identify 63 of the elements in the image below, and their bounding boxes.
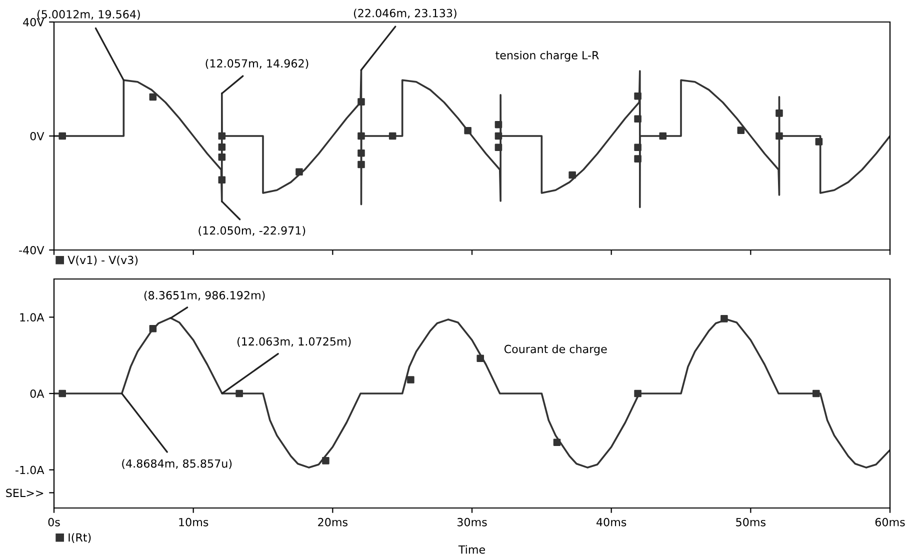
annotation: (12.063m, 1.0725m) [237, 337, 351, 347]
point [634, 390, 642, 398]
y-tick-label: 1.0A [20, 313, 44, 322]
point [776, 132, 783, 140]
point [218, 153, 226, 161]
line-series [54, 69, 890, 208]
point [358, 149, 365, 157]
y-tick-label: 0V [30, 132, 44, 140]
y-tick-label: 0A [30, 389, 44, 398]
point [149, 93, 157, 101]
point [776, 110, 783, 117]
y-tick-label: -1.0A [16, 466, 44, 474]
point [358, 160, 365, 168]
annotation: (12.057m, 14.962) [206, 58, 308, 69]
point [720, 315, 728, 322]
point [218, 132, 226, 140]
point [358, 132, 365, 140]
point [388, 132, 396, 140]
point [737, 126, 745, 134]
point [812, 390, 820, 398]
x-tick-label: 40ms [596, 518, 626, 526]
point [494, 144, 502, 152]
y-tick-label: -40V [19, 246, 44, 254]
x-tick-label: 10ms [179, 518, 208, 526]
x-tick-label: 30ms [457, 518, 487, 526]
point [494, 120, 502, 128]
legend-label: V(v1) - V(v3) [68, 256, 138, 266]
annotation: (4.8684m, 85.857u) [122, 459, 232, 470]
y-tick-label: 40V [23, 18, 44, 26]
point [634, 92, 642, 100]
point [358, 98, 365, 106]
annotation: (12.050m, -22.971) [198, 226, 306, 236]
annotation: Courant de charge [504, 344, 607, 356]
x-tick-label: 0s [48, 518, 60, 526]
point [634, 144, 642, 152]
point [218, 176, 226, 184]
point [149, 324, 157, 332]
point [322, 457, 330, 464]
point [634, 155, 642, 162]
point [494, 132, 502, 140]
x-axis-title: Time [458, 545, 485, 554]
point [659, 132, 667, 140]
point [464, 126, 472, 134]
x-tick-label: 20ms [318, 518, 348, 526]
point [553, 438, 561, 446]
point [815, 138, 823, 146]
legend-label: I(Rt) [68, 533, 91, 543]
annotation: (22.046m, 23.133) [354, 8, 456, 19]
point [407, 376, 414, 384]
point [58, 132, 66, 140]
x-tick-label: 50ms [736, 518, 766, 526]
annotation: (8.3651m, 986.192m) [144, 290, 265, 301]
point [476, 354, 484, 362]
point [634, 115, 642, 123]
point [218, 143, 226, 151]
y-tick-label: SEL>> [6, 488, 44, 498]
x-tick-label: 60ms [875, 518, 905, 526]
point [58, 390, 66, 398]
point [296, 168, 303, 176]
annotation: tension charge L-R [496, 50, 599, 62]
point [568, 171, 576, 179]
point [236, 390, 243, 398]
annotation: (5.0012m, 19.564) [37, 10, 140, 20]
